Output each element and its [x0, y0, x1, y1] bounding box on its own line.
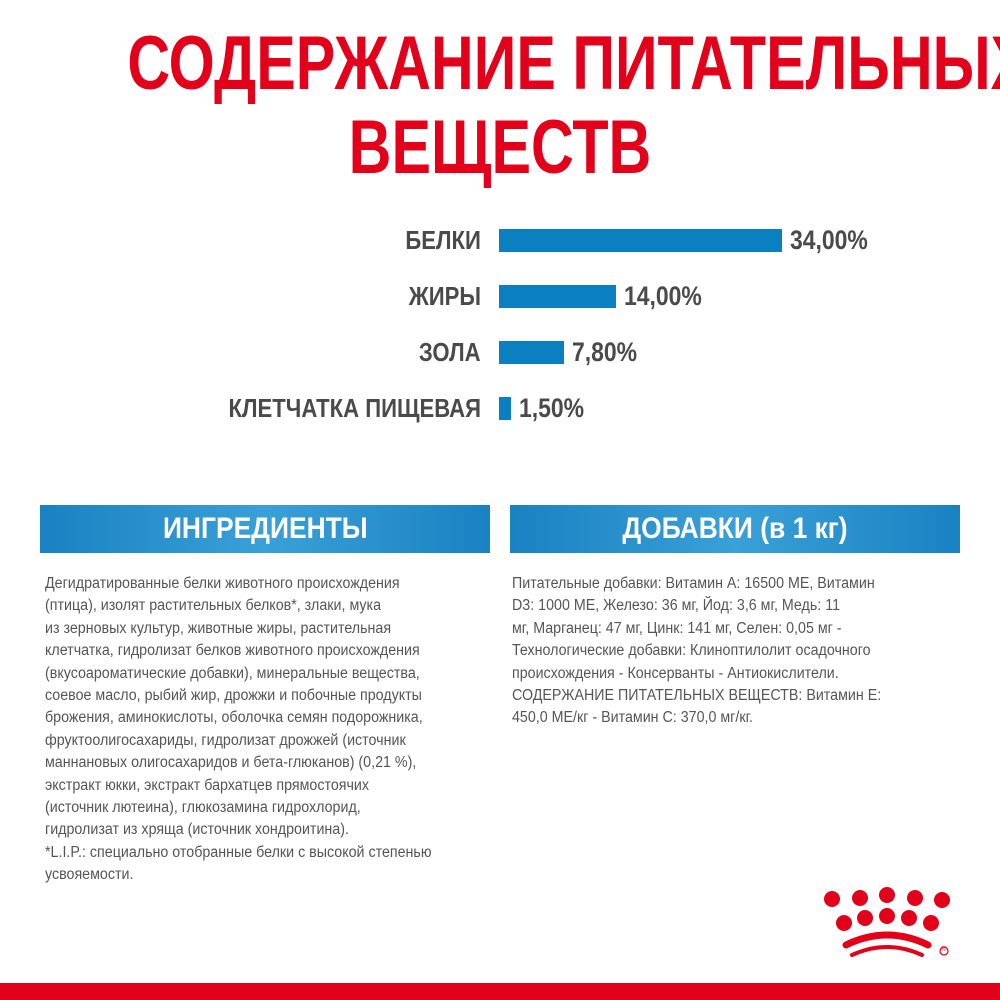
text-line: (вкусоароматические добавки), минеральны…	[45, 664, 420, 682]
chart-row: ЖИРЫ 14,00%	[0, 281, 1000, 311]
text-line: мг, Марганец: 47 мг, Цинк: 141 мг, Селен…	[512, 619, 842, 637]
additives-header: ДОБАВКИ (в 1 кг)	[510, 505, 960, 553]
text-line: из зерновых культур, животные жиры, раст…	[45, 619, 392, 637]
chart-row: КЛЕТЧАТКА ПИЩЕВАЯ 1,50%	[0, 393, 1000, 423]
text-line: Питательные добавки: Витамин А: 16500 МЕ…	[512, 575, 875, 592]
text-line: происхождения - Консерванты - Антиокисли…	[512, 664, 839, 682]
bar	[499, 229, 783, 252]
text-line: Технологические добавки: Клиноптилолит о…	[512, 642, 871, 660]
text-line: гидролизат из хряща (источник хондроитин…	[45, 821, 349, 839]
text-line: D3: 1000 МЕ, Железо: 36 мг, Йод: 3,6 мг,…	[512, 597, 841, 615]
value-label: 34,00%	[790, 225, 869, 255]
page-title-line2: ВЕЩЕСТВ	[0, 106, 1000, 190]
text-line: клетчатка, гидролизат белков животного п…	[45, 642, 420, 660]
text-line: 450,0 МЕ/кг - Витамин С: 370,0 мг/кг.	[512, 709, 753, 727]
text-line: фруктоолигосахариды, гидролизат дрожжей …	[45, 731, 406, 749]
value-label: 1,50%	[519, 393, 585, 423]
text-line: *L.I.P.: специально отобранные белки с в…	[45, 843, 432, 861]
value-label: 14,00%	[623, 281, 702, 311]
text-line: маннановых олигосахаридов и бета-глюкано…	[45, 754, 417, 772]
text-line: СОДЕРЖАНИЕ ПИТАТЕЛЬНЫХ ВЕЩЕСТВ: Витамин …	[512, 687, 882, 705]
chart-row: БЕЛКИ 34,00%	[0, 225, 1000, 255]
bar	[499, 397, 512, 420]
additives-header-text: ДОБАВКИ (в 1 кг)	[622, 512, 848, 545]
title-text: СОДЕРЖАНИЕ ПИТАТЕЛЬНЫХ	[127, 21, 1000, 106]
ingredients-header: ИНГРЕДИЕНТЫ	[40, 505, 490, 553]
bottom-red-bar	[0, 983, 1000, 1000]
text-line: усвояемости.	[45, 866, 134, 884]
bar	[499, 341, 564, 364]
royal-canin-crown-icon	[824, 887, 950, 957]
title-text: ВЕЩЕСТВ	[348, 105, 652, 190]
category-label: ЖИРЫ	[408, 281, 481, 311]
text-line: (птица), изолят растительных белков*, зл…	[45, 597, 382, 615]
ingredients-text: Дегидратированные белки животного происх…	[45, 573, 465, 887]
category-label: ЗОЛА	[419, 337, 481, 367]
text-line: экстракт юкки, экстракт бархатцев прямос…	[45, 776, 370, 794]
bar	[499, 285, 616, 308]
text-line: (источник лютеина), глюкозамина гидрохло…	[45, 799, 361, 817]
text-line: брожения, аминокислоты, оболочка семян п…	[45, 709, 423, 727]
category-label: БЕЛКИ	[405, 225, 481, 255]
text-line: соевое масло, рыбий жир, дрожжи и побочн…	[45, 687, 422, 705]
category-label: КЛЕТЧАТКА ПИЩЕВАЯ	[228, 393, 481, 423]
text-line: Дегидратированные белки животного происх…	[45, 575, 400, 592]
additives-text: Питательные добавки: Витамин А: 16500 МЕ…	[512, 573, 913, 730]
value-label: 7,80%	[571, 337, 638, 367]
ingredients-header-text: ИНГРЕДИЕНТЫ	[162, 512, 368, 545]
page-title-line1: СОДЕРЖАНИЕ ПИТАТЕЛЬНЫХ	[0, 22, 1000, 106]
registered-mark: ®	[941, 946, 947, 953]
chart-row: ЗОЛА 7,80%	[0, 337, 1000, 367]
